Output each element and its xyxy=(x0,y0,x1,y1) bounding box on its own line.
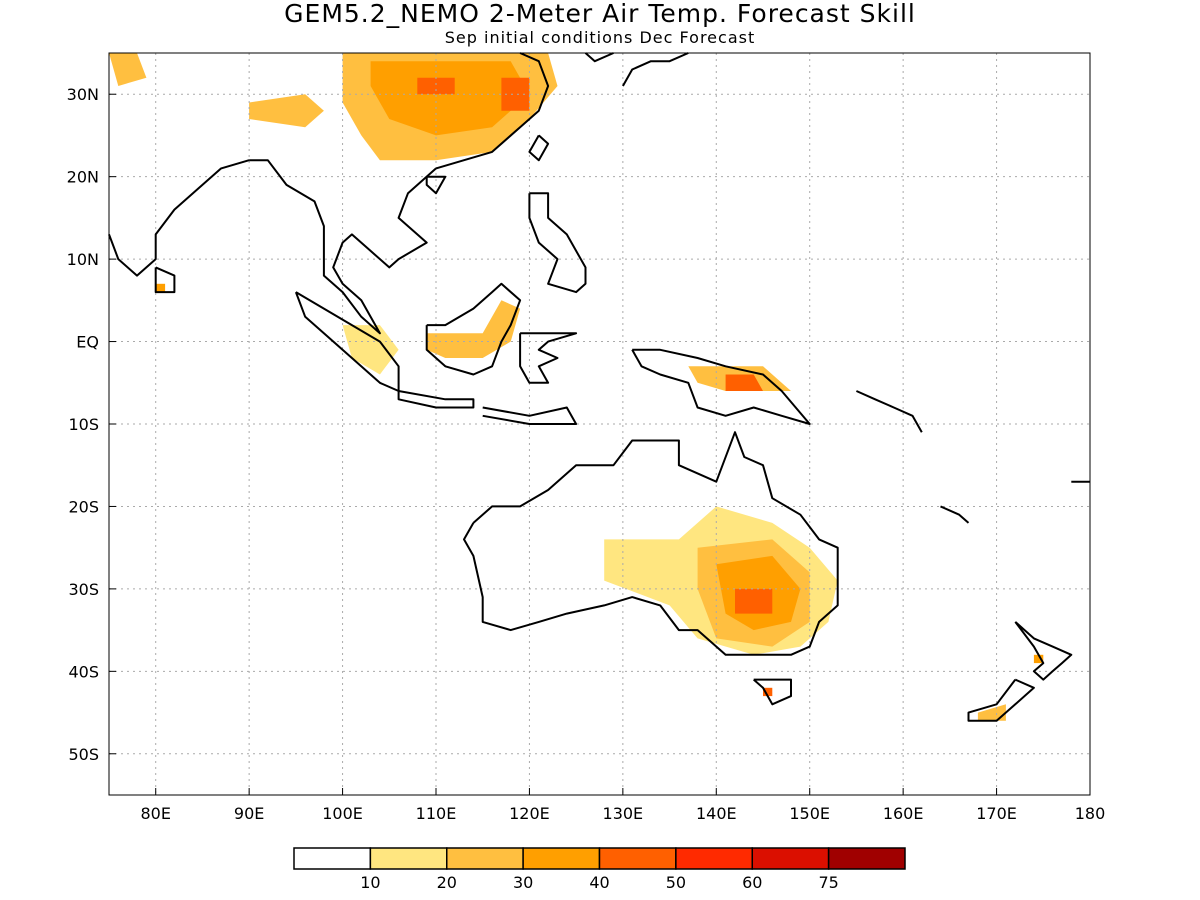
colorbar-label: 30 xyxy=(513,873,533,892)
lon-tick-label: 160E xyxy=(883,804,924,823)
coastline-new-zealand-north xyxy=(1014,621,1073,681)
colorbar-swatch xyxy=(675,847,753,870)
colorbar-label: 60 xyxy=(742,873,762,892)
coastline-borneo xyxy=(425,282,522,376)
page-title: GEM5.2_NEMO 2-Meter Air Temp. Forecast S… xyxy=(284,0,916,28)
lat-tick-label: 20S xyxy=(68,497,99,516)
coastline-new-guinea xyxy=(631,348,811,425)
coastline-java xyxy=(397,390,475,409)
colorbar-swatch xyxy=(827,847,906,870)
lon-tick-label: 130E xyxy=(603,804,644,823)
gridlines xyxy=(109,53,1090,795)
lat-tick-label: 50S xyxy=(68,745,99,764)
coastline-indochina xyxy=(249,159,437,335)
coastlines xyxy=(108,52,1090,722)
skill-region-sri-lanka xyxy=(155,283,166,293)
coastline-sri-lanka xyxy=(154,266,176,294)
coastline-sulawesi xyxy=(519,332,578,384)
lat-tick-label: 40S xyxy=(68,662,99,681)
lon-tick-label: 80E xyxy=(140,804,170,823)
skill-region-tibet-south xyxy=(249,94,324,128)
coastline-india xyxy=(108,159,250,277)
colorbar-label: 20 xyxy=(437,873,457,892)
lon-tick-label: 180 xyxy=(1075,804,1106,823)
coastline-hainan xyxy=(425,175,447,195)
lat-tick-label: 30S xyxy=(68,580,99,599)
colorbar-swatch xyxy=(446,847,524,870)
skill-region-sumatra xyxy=(342,325,399,375)
lon-tick-label: 110E xyxy=(416,804,457,823)
lon-tick-label: 170E xyxy=(976,804,1017,823)
coastline-vanuatu-new-caledonia xyxy=(940,505,970,524)
colorbar-swatch xyxy=(522,847,601,870)
skill-region-china-core xyxy=(370,61,530,136)
lat-tick-label: 30N xyxy=(67,85,99,104)
skill-region-tasmania xyxy=(763,687,773,697)
colorbar-label: 40 xyxy=(589,873,609,892)
colorbar-swatch xyxy=(293,847,372,870)
skill-region-china-high xyxy=(417,77,455,95)
coastline-new-zealand-south xyxy=(967,678,1035,722)
latitude-tick-labels: 30N 20N 10N EQ 10S 20S 30S 40S 50S xyxy=(67,85,116,764)
coastline-japan xyxy=(622,52,689,87)
coastline-tasmania xyxy=(753,678,792,706)
skill-region-new-guinea-high xyxy=(725,374,763,391)
lon-tick-label: 150E xyxy=(789,804,830,823)
colorbar-label: 10 xyxy=(360,873,380,892)
skill-region-china-east xyxy=(501,77,530,111)
colorbar-swatch xyxy=(751,847,830,870)
longitude-tick-labels: 80E 90E 100E 110E 120E 130E 140E 150E 160E 170E 18… xyxy=(140,788,1105,823)
colorbar-label: 75 xyxy=(818,873,838,892)
lon-tick-label: 100E xyxy=(322,804,363,823)
coastline-lesser-sunda xyxy=(482,406,578,425)
lat-tick-label: 10N xyxy=(67,250,99,269)
coastline-australia xyxy=(463,431,839,656)
coastline-taiwan xyxy=(528,134,550,162)
map-frame xyxy=(108,52,1091,796)
coastline-philippines xyxy=(528,192,587,294)
coastline-korea xyxy=(584,52,614,63)
coastline-solomons xyxy=(855,390,923,433)
skill-region-borneo xyxy=(426,300,521,358)
skill-region-new-zealand-south xyxy=(977,704,1006,721)
colorbar-swatch xyxy=(369,847,448,870)
lon-tick-label: 140E xyxy=(696,804,737,823)
page-subtitle: Sep initial conditions Dec Forecast xyxy=(444,28,756,47)
colorbar-legend: 10 20 30 40 50 60 75 xyxy=(293,847,906,892)
lat-tick-label: 20N xyxy=(67,168,99,187)
lat-tick-label: EQ xyxy=(76,333,99,352)
skill-region-northwest-india xyxy=(109,53,147,86)
colorbar-swatch xyxy=(598,847,677,870)
lon-tick-label: 90E xyxy=(234,804,264,823)
skill-region-australia-high xyxy=(735,588,773,614)
coastline-china-coast xyxy=(435,52,550,170)
lon-tick-label: 120E xyxy=(509,804,550,823)
colorbar-label: 50 xyxy=(666,873,686,892)
skill-region-new-zealand-north xyxy=(1033,654,1044,664)
lat-tick-label: 10S xyxy=(68,415,99,434)
skill-shading-layer xyxy=(109,53,1044,721)
